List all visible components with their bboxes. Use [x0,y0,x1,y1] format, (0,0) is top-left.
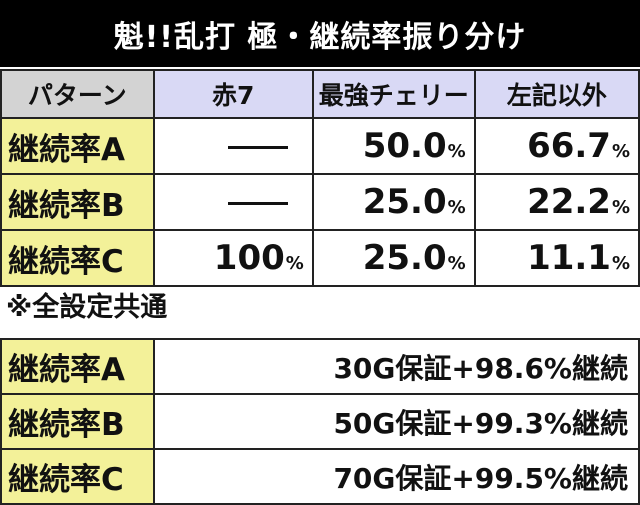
cell-c-red7: 100% [152,229,314,287]
page-title: 魁!!乱打 極・継続率振り分け [0,0,640,67]
row-label-a: 継続率A [0,117,155,175]
row-label-c: 継続率C [0,229,155,287]
table-row-a: 継続率A 50.0% 66.7% [0,117,640,175]
table-row: 継続率A 30G保証+98.6%継続 [0,338,640,395]
table-row-c: 継続率C 100% 25.0% 11.1% [0,229,640,287]
dash-mark [227,146,288,149]
guarantee-value-c: 70G保証+99.5%継続 [153,448,640,505]
all-settings-note: ※全設定共通 [6,292,168,323]
table-row-b: 継続率B 25.0% 22.2% [0,173,640,231]
dash-mark [227,202,288,205]
column-header-red7: 赤7 [152,69,314,119]
row-label-c: 継続率C [0,448,155,505]
guarantee-value-b: 50G保証+99.3%継続 [153,393,640,450]
continuation-rate-table: パターン 赤7 最強チェリー 左記以外 継続率A 50.0% 66.7% 継続率… [0,69,640,287]
cell-c-strong-cherry: 25.0% [311,229,476,287]
cell-a-strong-cherry: 50.0% [311,117,476,175]
guarantee-value-a: 30G保証+98.6%継続 [153,338,640,395]
cell-a-other: 66.7% [473,117,640,175]
table-header-row: パターン 赤7 最強チェリー 左記以外 [0,69,640,119]
cell-c-other: 11.1% [473,229,640,287]
cell-b-strong-cherry: 25.0% [311,173,476,231]
cell-a-red7 [152,117,314,175]
cell-b-other: 22.2% [473,173,640,231]
column-header-strong-cherry: 最強チェリー [311,69,476,119]
column-header-other: 左記以外 [473,69,640,119]
row-label-b: 継続率B [0,393,155,450]
guarantee-table: 継続率A 30G保証+98.6%継続 継続率B 50G保証+99.3%継続 継続… [0,338,640,505]
table-row: 継続率C 70G保証+99.5%継続 [0,448,640,505]
row-label-b: 継続率B [0,173,155,231]
row-label-a: 継続率A [0,338,155,395]
table-row: 継続率B 50G保証+99.3%継続 [0,393,640,450]
cell-b-red7 [152,173,314,231]
column-header-pattern: パターン [0,69,155,119]
